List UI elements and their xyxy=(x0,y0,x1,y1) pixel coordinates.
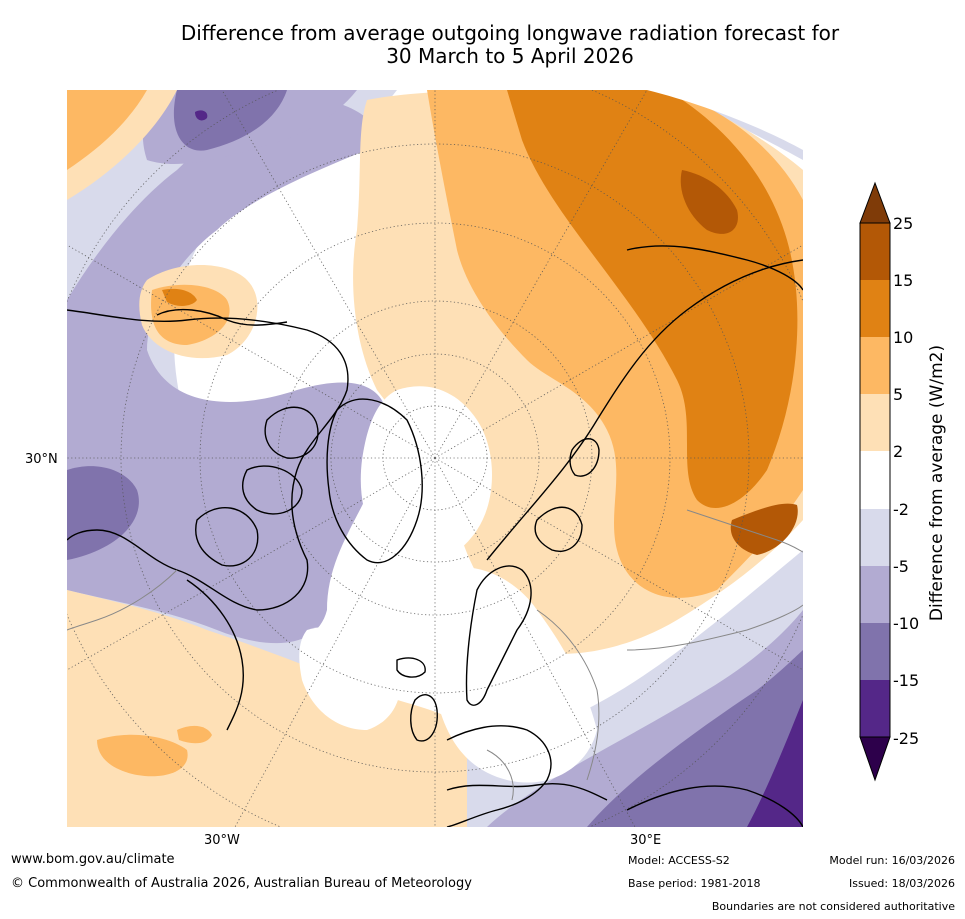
coastline-north-america-east xyxy=(186,579,244,731)
boundary-russia-china xyxy=(686,509,803,553)
colorbar-tick-label: -5 xyxy=(893,557,909,576)
region-brown-east xyxy=(730,503,798,555)
coastline-eurasia-arctic xyxy=(486,259,803,561)
meridian-60w xyxy=(67,457,436,671)
colorbar-bin xyxy=(860,451,890,509)
colorbar-tick-label: 5 xyxy=(893,385,904,404)
region-orange-southwest-2 xyxy=(177,725,212,744)
colorbar-tick-label: -2 xyxy=(893,500,909,519)
latitude-circle-40n xyxy=(120,143,750,773)
colorbar-bin xyxy=(860,680,890,737)
region-white-ne xyxy=(647,90,803,150)
colorbar-tick-label: -10 xyxy=(893,614,920,633)
coastline-scandinavia xyxy=(465,565,532,706)
boundary-europe-west xyxy=(486,749,514,801)
colorbar-title: Difference from average (W/m2) xyxy=(927,344,947,622)
footer-disclaimer: Boundaries are not considered authoritat… xyxy=(711,900,955,913)
colorbar-tick-label: -15 xyxy=(893,671,920,690)
coastline-canadian-archipelago xyxy=(241,406,319,515)
meridian-60e xyxy=(434,457,803,671)
footer-copyright: © Commonwealth of Australia 2026, Austra… xyxy=(11,876,472,891)
colorbar-bin xyxy=(860,566,890,623)
latitude-circle-60n xyxy=(277,300,593,616)
map-title-line-1: Difference from average outgoing longwav… xyxy=(180,21,840,45)
region-mid-purple-west xyxy=(67,466,139,560)
colorbar-bin xyxy=(860,394,890,451)
coastline-greenland xyxy=(326,398,423,564)
region-dark-purple-nw xyxy=(195,110,208,121)
colorbar-tick-label: -25 xyxy=(893,729,920,748)
graticule xyxy=(67,90,803,827)
colorbar-extend-bottom xyxy=(859,736,891,782)
coastline-novaya-zemlya xyxy=(569,438,600,477)
anomaly-map xyxy=(67,90,803,827)
meridian-120e xyxy=(434,244,803,459)
coastline-middle-east xyxy=(626,785,803,827)
footer-website[interactable]: www.bom.gov.au/climate xyxy=(11,852,175,867)
region-white-atlantic xyxy=(299,626,401,730)
colorbar-bin xyxy=(860,223,890,280)
coastline-europe xyxy=(446,725,552,827)
coastline-hudson-bay xyxy=(195,506,259,567)
positive-anomaly-regions xyxy=(67,90,803,827)
neutral-regions xyxy=(299,90,803,783)
meridian-150w xyxy=(221,90,436,459)
colorbar-tick-label: 15 xyxy=(893,271,914,290)
colorbar-outline xyxy=(859,222,891,738)
colorbar xyxy=(859,181,891,782)
region-brown-siberia xyxy=(680,170,738,234)
colorbar-tick-label: 25 xyxy=(893,214,914,233)
colorbar-bin xyxy=(860,280,890,337)
coastline-north-america xyxy=(67,309,349,611)
coastline-british-isles xyxy=(410,694,438,742)
footer-model-run: Model run: 16/03/2026 xyxy=(829,854,955,867)
colorbar-tick-label: 10 xyxy=(893,328,914,347)
boundary-central-asia xyxy=(626,604,803,651)
colorbar-bin xyxy=(860,623,890,680)
region-orange-nw xyxy=(67,90,147,170)
coastline-alaska xyxy=(156,308,288,326)
region-white-pole xyxy=(360,386,492,564)
map-title-line-2: 30 March to 5 April 2026 xyxy=(386,44,634,68)
colorbar-extend-top xyxy=(859,181,891,224)
axis-label-30n: 30°N xyxy=(25,452,58,467)
axis-label-30e: 30°E xyxy=(630,833,662,848)
region-mid-purple-north xyxy=(173,90,287,151)
region-dark-purple-se xyxy=(747,700,803,827)
axis-label-30w: 30°W xyxy=(204,833,240,848)
coastline-kara-sea xyxy=(534,506,583,552)
boundary-canada-usa xyxy=(67,569,178,631)
region-purple-west xyxy=(67,100,389,644)
region-mid-purple-south xyxy=(587,650,803,827)
coastline-mediterranean xyxy=(446,783,608,801)
footer-model: Model: ACCESS-S2 xyxy=(628,854,730,867)
region-dark-orange-alaska xyxy=(162,288,197,306)
boundary-europe-russia xyxy=(536,609,600,781)
footer-base-period: Base period: 1981-2018 xyxy=(628,877,761,890)
latitude-circle-50n xyxy=(199,222,671,694)
colorbar-bin xyxy=(860,509,890,566)
coastline-siberia-east xyxy=(626,245,803,291)
footer-issued: Issued: 18/03/2026 xyxy=(848,877,955,890)
meridian-120w xyxy=(67,244,436,459)
colorbar-tick-label: 2 xyxy=(893,442,904,461)
colorbar-bin xyxy=(860,337,890,394)
coastline-iceland xyxy=(396,657,426,678)
country-boundaries xyxy=(67,509,803,801)
coastlines xyxy=(67,245,803,827)
meridian-150e xyxy=(434,90,648,459)
region-orange-southwest xyxy=(97,734,188,777)
